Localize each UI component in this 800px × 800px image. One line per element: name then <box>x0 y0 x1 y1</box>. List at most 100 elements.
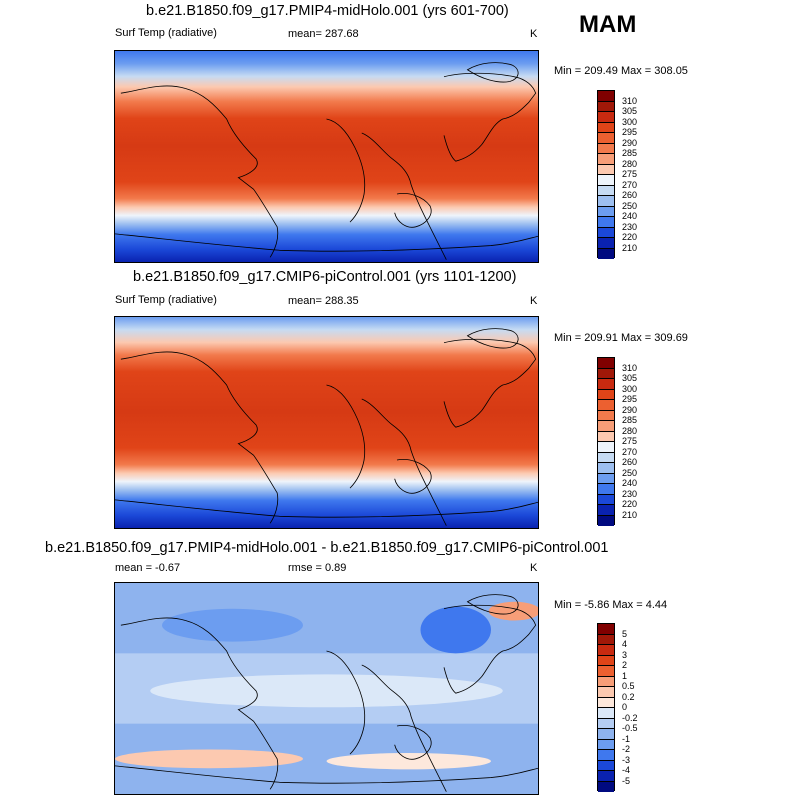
colorbar-swatch <box>598 248 614 259</box>
colorbar-label: 240 <box>622 478 638 488</box>
panel2-variable: Surf Temp (radiative) <box>115 294 217 306</box>
colorbar-swatch <box>598 729 614 740</box>
colorbar-swatch <box>598 101 614 112</box>
colorbar-label: 3 <box>622 649 628 660</box>
colorbar-swatch <box>598 442 614 453</box>
panel1-variable: Surf Temp (radiative) <box>115 27 217 39</box>
colorbar-label: 280 <box>622 158 638 169</box>
panel1-map[interactable] <box>114 50 539 263</box>
colorbar-label: 300 <box>622 116 638 127</box>
colorbar-label: 270 <box>622 446 638 457</box>
colorbar-swatch <box>598 750 614 761</box>
colorbar-swatch <box>598 452 614 463</box>
colorbar-label: 240 <box>622 211 638 221</box>
colorbar-swatch <box>598 410 614 421</box>
season-label: MAM <box>579 11 637 38</box>
colorbar-label: 4 <box>622 639 628 649</box>
colorbar-label: 290 <box>622 404 638 415</box>
colorbar-swatch <box>598 185 614 196</box>
colorbar-label: -0.2 <box>622 712 638 723</box>
panel3-difference-field <box>115 583 538 794</box>
colorbar-swatch <box>598 718 614 729</box>
colorbar-label: -5 <box>622 775 631 786</box>
colorbar-swatch <box>598 655 614 666</box>
colorbar-swatch <box>598 687 614 698</box>
panel3-units: K <box>530 562 538 574</box>
colorbar-swatch <box>598 505 614 516</box>
panel1-units: K <box>530 28 538 40</box>
colorbar-label: 275 <box>622 169 638 179</box>
colorbar-swatch <box>598 645 614 656</box>
panel3-title: b.e21.B1850.f09_g17.PMIP4-midHolo.001 - … <box>45 540 609 556</box>
colorbar-swatch <box>598 697 614 708</box>
colorbar-label: 230 <box>622 221 638 232</box>
colorbar-swatch <box>598 227 614 238</box>
panel1-minmax: Min = 209.49 Max = 308.05 <box>554 65 688 77</box>
colorbar-label: 270 <box>622 179 638 190</box>
panel1-title: b.e21.B1850.f09_g17.PMIP4-midHolo.001 (y… <box>146 3 509 19</box>
colorbar-swatch <box>598 358 614 369</box>
colorbar-label: 210 <box>622 242 638 253</box>
colorbar-swatch <box>598 515 614 526</box>
colorbar-label: 310 <box>622 95 638 106</box>
panel2-map[interactable] <box>114 316 539 529</box>
colorbar-swatch <box>598 164 614 175</box>
colorbar-swatch <box>598 389 614 400</box>
colorbar-swatch <box>598 143 614 154</box>
colorbar-label: 250 <box>622 200 638 211</box>
colorbar-swatch <box>598 708 614 719</box>
colorbar-swatch <box>598 175 614 186</box>
colorbar-label: 220 <box>622 232 638 242</box>
colorbar-swatch <box>598 133 614 144</box>
panel1-colorbar <box>597 90 615 259</box>
colorbar-swatch <box>598 494 614 505</box>
panel2-mean: mean= 288.35 <box>288 295 359 307</box>
colorbar-label: 305 <box>622 373 638 383</box>
colorbar-swatch <box>598 760 614 771</box>
colorbar-label: 260 <box>622 457 638 467</box>
colorbar-swatch <box>598 238 614 249</box>
colorbar-label: 5 <box>622 628 628 639</box>
colorbar-label: 295 <box>622 394 638 404</box>
colorbar-label: 0.2 <box>622 691 635 702</box>
colorbar-swatch <box>598 484 614 495</box>
colorbar-swatch <box>598 368 614 379</box>
panel2-minmax: Min = 209.91 Max = 309.69 <box>554 332 688 344</box>
colorbar-swatch <box>598 739 614 750</box>
colorbar-swatch <box>598 217 614 228</box>
panel3-map[interactable] <box>114 582 539 795</box>
colorbar-label: 2 <box>622 660 628 670</box>
panel2-title: b.e21.B1850.f09_g17.CMIP6-piControl.001 … <box>133 269 517 285</box>
colorbar-label: -4 <box>622 765 631 775</box>
panel3-colorbar <box>597 623 615 792</box>
colorbar-swatch <box>598 473 614 484</box>
colorbar-swatch <box>598 421 614 432</box>
colorbar-label: 285 <box>622 415 638 425</box>
colorbar-swatch <box>598 781 614 792</box>
colorbar-label: -2 <box>622 744 631 754</box>
colorbar-swatch <box>598 122 614 133</box>
colorbar-label: 250 <box>622 467 638 478</box>
colorbar-label: 300 <box>622 383 638 394</box>
colorbar-swatch <box>598 431 614 442</box>
panel3-mean: mean = -0.67 <box>115 562 181 574</box>
colorbar-swatch <box>598 154 614 165</box>
colorbar-swatch <box>598 634 614 645</box>
colorbar-label: 0.5 <box>622 681 635 691</box>
colorbar-label: 0 <box>622 702 628 712</box>
panel2-units: K <box>530 295 538 307</box>
colorbar-swatch <box>598 771 614 782</box>
colorbar-label: 220 <box>622 499 638 509</box>
colorbar-label: 295 <box>622 127 638 137</box>
colorbar-swatch <box>598 196 614 207</box>
colorbar-label: -0.5 <box>622 723 638 733</box>
colorbar-swatch <box>598 206 614 217</box>
colorbar-label: 1 <box>622 670 628 681</box>
colorbar-swatch <box>598 666 614 677</box>
panel2-temperature-field <box>115 317 538 528</box>
colorbar-label: 210 <box>622 509 638 520</box>
colorbar-swatch <box>598 379 614 390</box>
colorbar-label: 310 <box>622 362 638 373</box>
panel1-temperature-field <box>115 51 538 262</box>
colorbar-label: 280 <box>622 425 638 436</box>
